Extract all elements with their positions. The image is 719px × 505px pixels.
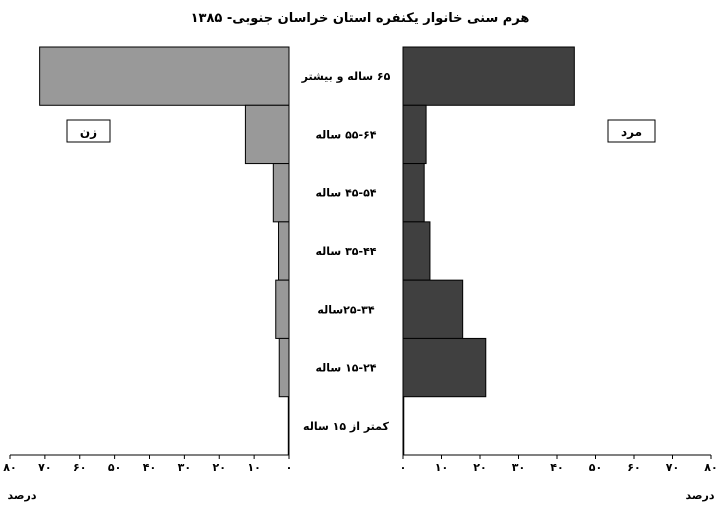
women-x-axis-title: درصد	[8, 489, 37, 502]
men-bar-2	[402, 163, 425, 223]
men-tick-label-2: ۲۰	[473, 461, 486, 474]
men-tick-label-4: ۴۰	[550, 461, 563, 474]
women-bar-2	[272, 163, 290, 223]
women-bar-1	[244, 104, 290, 165]
women-legend-box	[66, 119, 111, 143]
category-label-0: ۶۵ ساله و بیشتر	[301, 70, 391, 83]
men-legend-box	[607, 119, 656, 143]
category-label-1: ۵۵-۶۴ ساله	[315, 128, 376, 141]
ticks-layer: ۰ ۱۰ ۲۰ ۳۰ ۴۰ ۵۰ ۶۰ ۷۰ ۸۰ ۰ ۱۰ ۲۰ ۳۰ ۴۰ ۵۰ ۶۰ ۷۰ ۸۰	[3, 455, 718, 474]
women-tick-label-8: ۸۰	[3, 461, 16, 474]
men-legend-label: مرد	[621, 125, 642, 139]
women-tick-label-7: ۷۰	[38, 461, 51, 474]
women-tick-label-5: ۵۰	[108, 461, 121, 474]
women-bar-0	[39, 46, 290, 106]
category-labels: ۶۵ ساله و بیشتر ۵۵-۶۴ ساله ۴۵-۵۴ ساله ۳۵-۴۴…	[301, 70, 391, 433]
men-bar-1	[402, 104, 427, 165]
women-bar-4	[275, 279, 290, 339]
category-label-4: ۲۵-۳۴ساله	[317, 303, 374, 316]
women-legend-label: زن	[80, 125, 97, 139]
women-bar-3	[278, 221, 290, 281]
category-label-6: کمتر از ۱۵ ساله	[303, 420, 390, 433]
men-bar-0	[402, 46, 575, 106]
chart-title: هرم سنی خانوار یکنفره استان خراسان جنوبی…	[191, 11, 530, 26]
men-bar-3	[402, 221, 431, 281]
men-x-axis-title: درصد	[686, 489, 715, 502]
women-tick-label-2: ۲۰	[213, 461, 226, 474]
men-tick-label-3: ۳۰	[512, 461, 525, 474]
category-label-2: ۴۵-۵۴ ساله	[315, 187, 376, 200]
category-label-5: ۱۵-۲۴ ساله	[315, 362, 376, 375]
men-tick-label-0: ۰	[400, 461, 407, 474]
men-tick-label-5: ۵۰	[589, 461, 602, 474]
men-bar-4	[402, 279, 464, 339]
women-tick-label-6: ۶۰	[73, 461, 86, 474]
men-tick-label-1: ۱۰	[435, 461, 448, 474]
men-bar-5	[402, 337, 487, 398]
women-tick-label-0: ۰	[286, 461, 293, 474]
women-bar-5	[278, 337, 290, 398]
men-tick-label-8: ۸۰	[704, 461, 717, 474]
women-tick-label-1: ۱۰	[247, 461, 260, 474]
men-tick-label-6: ۶۰	[627, 461, 640, 474]
bars-layer	[39, 46, 575, 456]
men-tick-label-7: ۷۰	[666, 461, 679, 474]
category-label-3: ۳۵-۴۴ ساله	[315, 245, 376, 258]
women-tick-label-4: ۴۰	[143, 461, 156, 474]
women-tick-label-3: ۳۰	[178, 461, 191, 474]
